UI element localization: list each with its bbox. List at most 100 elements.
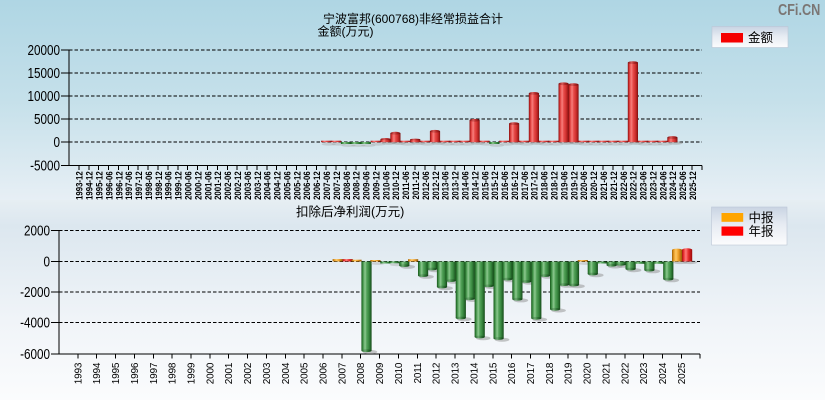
svg-text:2013: 2013	[451, 362, 462, 384]
svg-text:2006-06: 2006-06	[301, 171, 312, 200]
svg-text:0: 0	[43, 253, 50, 270]
svg-text:2012-06: 2012-06	[420, 171, 431, 200]
svg-text:2011: 2011	[413, 362, 424, 383]
svg-text:2023: 2023	[639, 362, 650, 384]
svg-text:2024: 2024	[658, 362, 669, 384]
svg-text:2020: 2020	[583, 362, 594, 384]
svg-text:2023-12: 2023-12	[648, 171, 659, 200]
svg-text:2002: 2002	[243, 362, 254, 384]
svg-text:宁波富邦(600768)非经常损益合计: 宁波富邦(600768)非经常损益合计	[323, 11, 503, 26]
svg-text:20000: 20000	[27, 42, 60, 59]
svg-text:10000: 10000	[27, 88, 60, 105]
svg-text:2000-06: 2000-06	[183, 171, 194, 200]
svg-text:扣除后净利润(万元): 扣除后净利润(万元)	[296, 204, 404, 219]
svg-text:2010: 2010	[394, 362, 405, 384]
svg-text:2017: 2017	[526, 362, 537, 384]
svg-text:2006: 2006	[319, 362, 330, 384]
svg-text:2007: 2007	[337, 362, 348, 384]
svg-text:-4000: -4000	[20, 314, 50, 331]
svg-text:-2000: -2000	[20, 284, 50, 301]
svg-text:2022-06: 2022-06	[618, 171, 629, 200]
svg-text:2024-12: 2024-12	[667, 171, 678, 200]
svg-text:2010-12: 2010-12	[390, 171, 401, 200]
svg-text:2014-12: 2014-12	[470, 171, 481, 200]
svg-text:年报: 年报	[749, 223, 775, 238]
svg-text:1999-06: 1999-06	[163, 171, 174, 200]
svg-text:2012: 2012	[432, 362, 443, 384]
svg-text:2025-06: 2025-06	[677, 171, 688, 200]
svg-text:2001: 2001	[224, 362, 235, 384]
svg-text:2021: 2021	[601, 362, 612, 384]
svg-text:0: 0	[53, 134, 60, 151]
svg-text:1997: 1997	[149, 362, 160, 384]
svg-text:2003-12: 2003-12	[252, 171, 263, 200]
svg-text:1996-12: 1996-12	[114, 171, 125, 200]
svg-text:2003-06: 2003-06	[242, 171, 253, 200]
svg-text:2018-12: 2018-12	[549, 171, 560, 200]
svg-text:2009-06: 2009-06	[361, 171, 372, 200]
svg-text:2016-06: 2016-06	[499, 171, 510, 200]
svg-text:2003: 2003	[262, 362, 273, 384]
svg-text:2013-12: 2013-12	[450, 171, 461, 200]
svg-text:CFi.CN: CFi.CN	[778, 2, 820, 19]
svg-text:2005: 2005	[300, 362, 311, 384]
svg-text:2004: 2004	[281, 362, 292, 384]
svg-text:2023-06: 2023-06	[638, 171, 649, 200]
svg-text:1997-12: 1997-12	[133, 171, 144, 200]
svg-text:2000: 2000	[24, 222, 50, 239]
svg-text:2009: 2009	[375, 362, 386, 384]
svg-text:2017-06: 2017-06	[519, 171, 530, 200]
svg-text:2007-06: 2007-06	[321, 171, 332, 200]
svg-text:2000: 2000	[205, 362, 216, 384]
svg-text:2006-12: 2006-12	[311, 171, 322, 200]
svg-text:1999: 1999	[187, 362, 198, 384]
svg-text:2021-12: 2021-12	[608, 171, 619, 200]
svg-text:2008: 2008	[356, 362, 367, 384]
svg-text:15000: 15000	[27, 65, 60, 82]
svg-text:1998-06: 1998-06	[143, 171, 154, 200]
svg-text:2014-06: 2014-06	[460, 171, 471, 200]
svg-text:2015-12: 2015-12	[489, 171, 500, 200]
svg-text:2005-12: 2005-12	[292, 171, 303, 200]
svg-text:2022-12: 2022-12	[628, 171, 639, 200]
svg-text:2001-12: 2001-12	[212, 171, 223, 200]
svg-text:2025: 2025	[677, 362, 688, 384]
svg-text:2016-12: 2016-12	[509, 171, 520, 200]
svg-text:2018: 2018	[545, 362, 556, 384]
svg-text:2018-06: 2018-06	[539, 171, 550, 200]
svg-text:1993: 1993	[73, 362, 84, 384]
svg-text:1998: 1998	[168, 362, 179, 384]
svg-text:2008-06: 2008-06	[341, 171, 352, 200]
svg-text:2002-06: 2002-06	[222, 171, 233, 200]
svg-text:2019-12: 2019-12	[569, 171, 580, 200]
svg-text:-6000: -6000	[20, 346, 50, 363]
svg-text:2014: 2014	[469, 362, 480, 384]
svg-text:1996: 1996	[130, 362, 141, 384]
svg-text:2005-06: 2005-06	[282, 171, 293, 200]
svg-text:2011-06: 2011-06	[400, 171, 411, 199]
svg-text:2016: 2016	[507, 362, 518, 384]
svg-text:2021-06: 2021-06	[598, 171, 609, 200]
svg-text:2001-06: 2001-06	[203, 171, 214, 200]
svg-text:2009-12: 2009-12	[371, 171, 382, 200]
svg-text:2008-12: 2008-12	[351, 171, 362, 200]
svg-text:1995-12: 1995-12	[94, 171, 105, 200]
svg-text:1995: 1995	[111, 362, 122, 384]
svg-text:1993-12: 1993-12	[74, 171, 85, 200]
svg-text:2012-12: 2012-12	[430, 171, 441, 200]
svg-text:2024-06: 2024-06	[658, 171, 669, 200]
svg-text:中报: 中报	[749, 210, 775, 225]
svg-text:2017-12: 2017-12	[529, 171, 540, 200]
svg-text:2019: 2019	[564, 362, 575, 384]
svg-text:1998-12: 1998-12	[153, 171, 164, 200]
svg-text:2022: 2022	[620, 362, 631, 384]
svg-text:2025-12: 2025-12	[687, 171, 698, 200]
svg-text:金额: 金额	[748, 30, 774, 45]
svg-text:2015-06: 2015-06	[480, 171, 491, 200]
svg-text:1999-12: 1999-12	[173, 171, 184, 200]
svg-text:2002-12: 2002-12	[232, 171, 243, 200]
svg-text:2010-06: 2010-06	[381, 171, 392, 200]
svg-text:1994-12: 1994-12	[84, 171, 95, 200]
svg-text:2019-06: 2019-06	[559, 171, 570, 200]
svg-text:1996-06: 1996-06	[104, 171, 115, 200]
